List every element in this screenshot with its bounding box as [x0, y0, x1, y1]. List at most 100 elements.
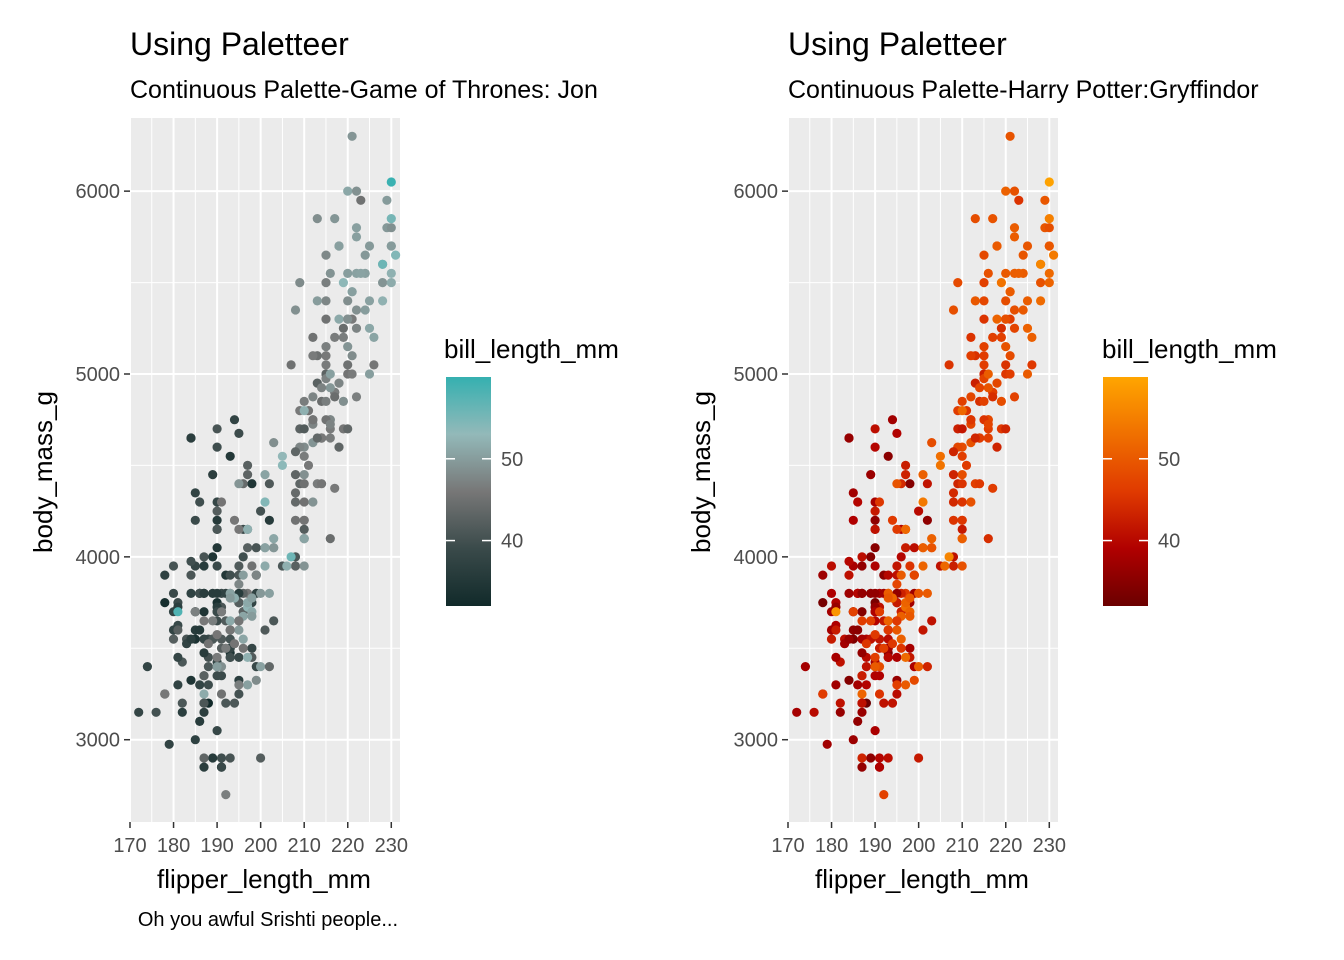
data-point: [299, 470, 309, 480]
data-point: [160, 689, 170, 699]
data-point: [948, 488, 959, 498]
data-point: [1005, 351, 1015, 361]
data-point: [992, 378, 1002, 388]
data-point: [975, 383, 985, 393]
data-point: [199, 671, 209, 681]
data-point: [892, 479, 902, 489]
data-point: [901, 680, 911, 690]
data-point: [896, 552, 906, 562]
data-point: [269, 543, 279, 553]
data-point: [957, 534, 967, 544]
data-point: [892, 579, 902, 589]
data-point: [892, 616, 902, 626]
data-point: [961, 460, 972, 470]
data-point: [343, 296, 353, 306]
data-point: [988, 392, 998, 402]
data-point: [199, 698, 209, 708]
data-point: [853, 680, 863, 690]
data-point: [277, 460, 287, 470]
data-point: [935, 451, 946, 461]
data-point: [857, 561, 867, 571]
data-point: [948, 515, 959, 525]
data-point: [199, 607, 209, 617]
data-point: [238, 570, 248, 580]
data-point: [295, 278, 305, 288]
data-point: [996, 396, 1007, 406]
data-point: [848, 488, 858, 498]
data-point: [360, 250, 370, 260]
data-point: [160, 570, 170, 580]
data-point: [225, 616, 235, 626]
data-point: [199, 707, 209, 717]
data-point: [299, 524, 309, 535]
data-point: [996, 278, 1007, 288]
y-tick-label: 4000: [734, 547, 779, 569]
data-point: [948, 470, 959, 480]
data-point: [948, 561, 959, 571]
data-point: [870, 671, 880, 681]
data-point: [208, 616, 218, 626]
data-point: [317, 383, 327, 393]
data-point: [299, 396, 309, 406]
data-point: [212, 515, 222, 525]
data-point: [386, 268, 396, 278]
data-point: [970, 433, 980, 443]
data-point: [351, 392, 362, 402]
data-point: [356, 268, 366, 278]
data-point: [243, 680, 253, 690]
data-point: [1005, 369, 1015, 379]
data-point: [203, 639, 213, 649]
data-point: [186, 588, 196, 599]
data-point: [1009, 323, 1020, 333]
data-point: [173, 652, 183, 663]
data-point: [247, 479, 257, 489]
caption: Oh you awful Srishti people...: [138, 909, 398, 931]
data-point: [966, 332, 976, 342]
data-point: [966, 497, 976, 507]
data-point: [190, 488, 200, 498]
data-point: [225, 593, 235, 603]
data-point: [343, 314, 353, 324]
data-point: [1005, 131, 1015, 141]
data-point: [208, 753, 218, 763]
data-point: [299, 451, 309, 461]
data-point: [264, 588, 274, 599]
data-point: [857, 648, 867, 658]
data-point: [334, 442, 344, 452]
data-point: [203, 680, 213, 690]
data-point: [247, 561, 257, 571]
data-point: [199, 616, 209, 626]
legend-label: 50: [1158, 449, 1180, 471]
gridlines-right: [787, 118, 1058, 822]
data-point: [216, 607, 227, 617]
data-point: [870, 515, 880, 525]
data-point: [199, 561, 209, 571]
data-point: [887, 639, 898, 649]
data-point: [988, 332, 998, 342]
data-point: [966, 415, 976, 425]
data-point: [957, 396, 967, 406]
data-point: [983, 534, 993, 544]
data-point: [979, 351, 989, 361]
data-point: [186, 570, 196, 580]
data-point: [927, 616, 937, 626]
x-tick-label: 230: [1033, 835, 1066, 857]
data-point: [216, 497, 227, 507]
data-point: [944, 552, 954, 562]
data-point: [826, 561, 837, 571]
data-point: [290, 447, 301, 457]
data-point: [195, 497, 205, 507]
data-point: [238, 643, 248, 653]
chart-right-title: Using Paletteer: [788, 26, 1007, 62]
data-point: [221, 790, 231, 800]
data-point: [892, 652, 902, 663]
data-point: [290, 470, 301, 480]
data-point: [216, 753, 227, 763]
x-tick-label: 190: [858, 835, 891, 857]
data-point: [225, 570, 235, 580]
data-point: [386, 214, 396, 224]
data-point: [369, 332, 379, 342]
data-point: [164, 739, 174, 749]
data-point: [1022, 369, 1033, 379]
data-point: [286, 552, 296, 562]
